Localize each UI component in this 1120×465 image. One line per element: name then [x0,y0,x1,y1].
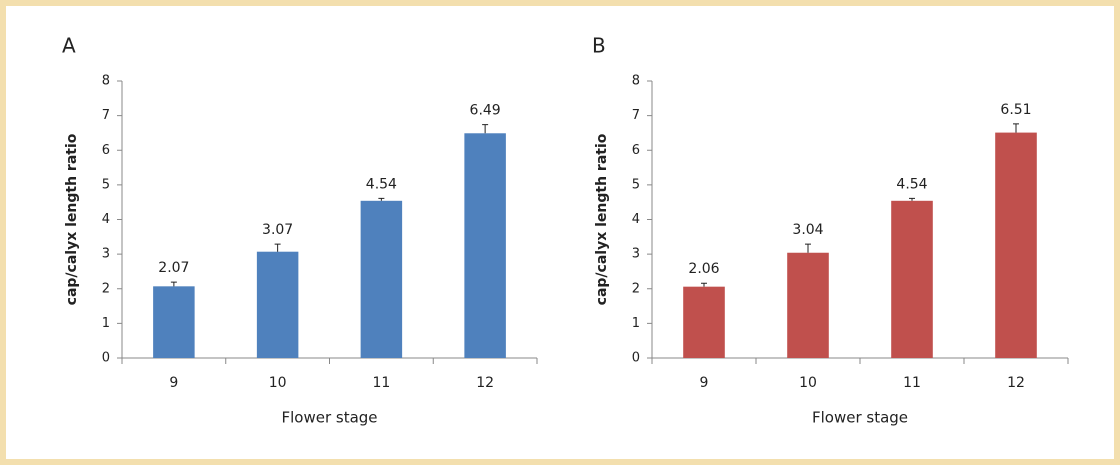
data-label: 4.54 [366,176,397,192]
x-tick-label: 10 [269,375,287,391]
y-tick-label: 4 [632,212,640,227]
error-bar [170,281,177,287]
y-tick-label: 7 [102,108,110,123]
bar [995,132,1037,358]
y-axis-title: cap/calyx length ratio [64,133,80,305]
x-tick-label: 9 [700,375,709,391]
data-label: 6.51 [1000,102,1031,118]
error-bar [805,243,811,253]
data-label: 2.07 [158,260,189,276]
y-tick-label: 0 [632,351,640,366]
x-tick-label: 11 [372,375,390,391]
bar [153,286,195,358]
bar [683,286,725,358]
data-label: 2.06 [688,261,719,277]
data-label: 3.04 [792,222,823,238]
y-axis-title: cap/calyx length ratio [594,133,610,305]
y-tick-label: 5 [102,177,110,192]
bar [891,200,933,358]
error-bar [1013,123,1019,133]
y-tick-label: 8 [102,74,110,89]
error-bar [909,197,915,201]
y-tick-label: 5 [632,177,640,192]
bar [360,200,403,358]
y-tick-label: 6 [102,143,110,158]
x-axis-title: Flower stage [281,409,377,427]
x-tick-label: 10 [799,375,817,391]
y-tick-label: 4 [102,212,110,227]
error-bar [378,197,385,201]
y-tick-label: 2 [102,281,110,296]
bar [787,252,829,358]
error-bar [701,282,707,287]
error-bar [274,243,281,252]
data-label: 3.07 [262,222,293,238]
y-tick-label: 7 [632,108,640,123]
y-tick-label: 8 [632,74,640,89]
panel-label: B [592,34,606,58]
y-tick-label: 1 [632,316,640,331]
x-tick-label: 12 [476,375,494,391]
y-tick-label: 0 [102,351,110,366]
bar [256,251,299,358]
y-tick-label: 1 [102,316,110,331]
y-tick-label: 3 [632,247,640,262]
x-tick-label: 11 [903,375,921,391]
panel-label: A [62,34,76,58]
bar [464,133,506,358]
error-bar [482,124,489,134]
data-label: 6.49 [470,103,501,119]
x-tick-label: 9 [169,375,178,391]
x-tick-label: 12 [1007,375,1025,391]
y-tick-label: 6 [632,143,640,158]
x-axis-title: Flower stage [812,409,908,427]
y-tick-label: 2 [632,281,640,296]
data-label: 4.54 [896,176,927,192]
y-tick-label: 3 [102,247,110,262]
